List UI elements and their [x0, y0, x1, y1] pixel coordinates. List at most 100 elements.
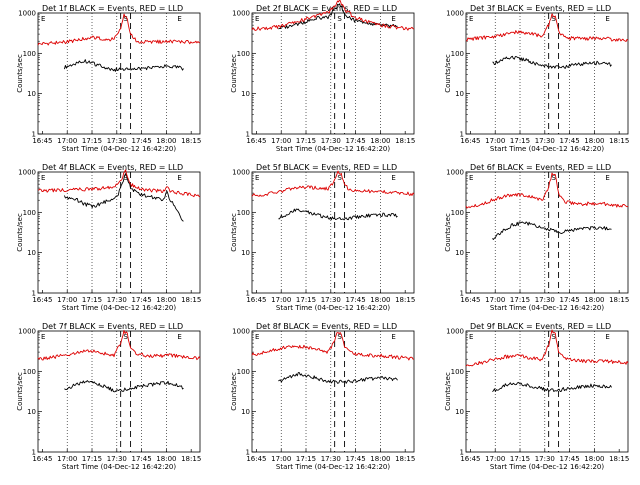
y-tick-label: 1000	[232, 328, 250, 336]
x-tick-label: 18:15	[609, 296, 629, 304]
plot-frame	[37, 12, 201, 135]
plot-frame	[251, 330, 415, 453]
y-tick-label: 1000	[18, 10, 36, 18]
x-tick-label: 17:00	[57, 455, 77, 463]
y-tick-label: 100	[451, 209, 464, 217]
marker-middle: S	[337, 174, 342, 182]
x-tick-label: 17:15	[82, 455, 102, 463]
x-tick-label: 17:45	[560, 455, 580, 463]
x-tick-label: 18:00	[370, 455, 390, 463]
y-tick-label: 10	[455, 408, 464, 416]
x-tick-label: 16:45	[246, 137, 266, 145]
x-tick-label: 18:00	[156, 296, 176, 304]
marker-right: E	[391, 333, 395, 341]
x-tick-label: 17:15	[296, 296, 316, 304]
y-tick-label: 1	[460, 449, 464, 457]
chart-panel: Det 8f BLACK = Events, RED = LLD 16:45 17:…	[230, 322, 415, 471]
x-tick-label: 17:00	[271, 296, 291, 304]
chart-title: Det 1f BLACK = Events, RED = LLD	[42, 4, 183, 13]
y-tick-label: 1	[32, 449, 36, 457]
marker-right: E	[177, 15, 181, 23]
x-tick-label: 17:45	[346, 137, 366, 145]
y-tick-label: 10	[27, 249, 36, 257]
chart-panel: Det 1f BLACK = Events, RED = LLD 16:45 17:…	[16, 4, 201, 153]
plot-frame	[465, 12, 629, 135]
x-tick-label: 18:15	[609, 137, 629, 145]
y-tick-label: 1	[460, 131, 464, 139]
y-tick-label: 1000	[232, 169, 250, 177]
x-tick-label: 17:30	[107, 137, 127, 145]
marker-left: E	[255, 174, 259, 182]
marker-left: E	[469, 333, 473, 341]
marker-left: E	[41, 15, 45, 23]
lld-series-line	[251, 332, 415, 361]
x-tick-label: 18:00	[584, 296, 604, 304]
x-tick-label: 17:45	[132, 137, 152, 145]
x-tick-label: 17:30	[107, 455, 127, 463]
x-tick-label: 18:00	[156, 137, 176, 145]
y-tick-label: 1	[460, 290, 464, 298]
events-series-line	[64, 380, 184, 393]
x-tick-label: 18:00	[584, 137, 604, 145]
x-tick-label: 16:45	[460, 296, 480, 304]
chart-panel: Det 9f BLACK = Events, RED = LLD 16:45 17:…	[444, 322, 629, 471]
y-axis-label: Counts/sec	[230, 372, 238, 411]
x-tick-label: 16:45	[32, 137, 52, 145]
y-tick-label: 100	[237, 50, 250, 58]
y-axis-label: Counts/sec	[16, 213, 24, 252]
y-axis-label: Counts/sec	[16, 372, 24, 411]
x-tick-label: 17:30	[107, 296, 127, 304]
lld-series-line	[465, 329, 629, 367]
events-series-line	[63, 173, 184, 222]
x-tick-label: 16:45	[32, 296, 52, 304]
x-axis-label: Start Time (04-Dec-12 16:42:20)	[276, 304, 390, 312]
marker-right: E	[391, 174, 395, 182]
lld-series-line	[251, 0, 415, 31]
x-tick-label: 17:45	[346, 296, 366, 304]
y-tick-label: 100	[451, 50, 464, 58]
marker-right: E	[605, 174, 609, 182]
x-tick-label: 16:45	[246, 296, 266, 304]
y-tick-label: 10	[241, 249, 250, 257]
x-tick-label: 17:00	[57, 137, 77, 145]
y-tick-label: 1	[246, 131, 250, 139]
chart-title: Det 8f BLACK = Events, RED = LLD	[256, 322, 397, 331]
marker-middle: S	[551, 174, 556, 182]
events-series-line	[492, 221, 612, 240]
y-tick-label: 1000	[232, 10, 250, 18]
y-tick-label: 1000	[446, 10, 464, 18]
x-tick-label: 17:45	[560, 137, 580, 145]
x-tick-label: 17:00	[485, 455, 505, 463]
x-axis-label: Start Time (04-Dec-12 16:42:20)	[490, 145, 604, 153]
marker-middle: S	[337, 333, 342, 341]
marker-left: E	[255, 333, 259, 341]
x-tick-label: 18:00	[370, 296, 390, 304]
plot-frame	[37, 330, 201, 453]
marker-right: E	[605, 15, 609, 23]
x-tick-label: 17:15	[82, 296, 102, 304]
marker-left: E	[41, 174, 45, 182]
marker-right: E	[177, 333, 181, 341]
plot-frame	[465, 171, 629, 294]
chart-title: Det 4f BLACK = Events, RED = LLD	[42, 163, 183, 172]
x-tick-label: 17:15	[296, 137, 316, 145]
events-series-line	[278, 208, 398, 221]
chart-panel: Det 5f BLACK = Events, RED = LLD 16:45 17:…	[230, 163, 415, 312]
plot-frame	[251, 171, 415, 294]
y-axis-label: Counts/sec	[444, 372, 452, 411]
y-tick-label: 1000	[446, 328, 464, 336]
y-tick-label: 1	[246, 449, 250, 457]
marker-left: E	[469, 15, 473, 23]
y-tick-label: 100	[451, 368, 464, 376]
marker-middle: S	[551, 15, 556, 23]
x-tick-label: 17:00	[271, 137, 291, 145]
x-tick-label: 17:45	[132, 296, 152, 304]
lld-series-line	[251, 170, 415, 197]
y-tick-label: 1000	[18, 169, 36, 177]
y-axis-label: Counts/sec	[230, 213, 238, 252]
marker-middle: S	[123, 174, 128, 182]
x-tick-label: 17:30	[535, 296, 555, 304]
marker-left: E	[41, 333, 45, 341]
x-tick-label: 18:15	[609, 455, 629, 463]
